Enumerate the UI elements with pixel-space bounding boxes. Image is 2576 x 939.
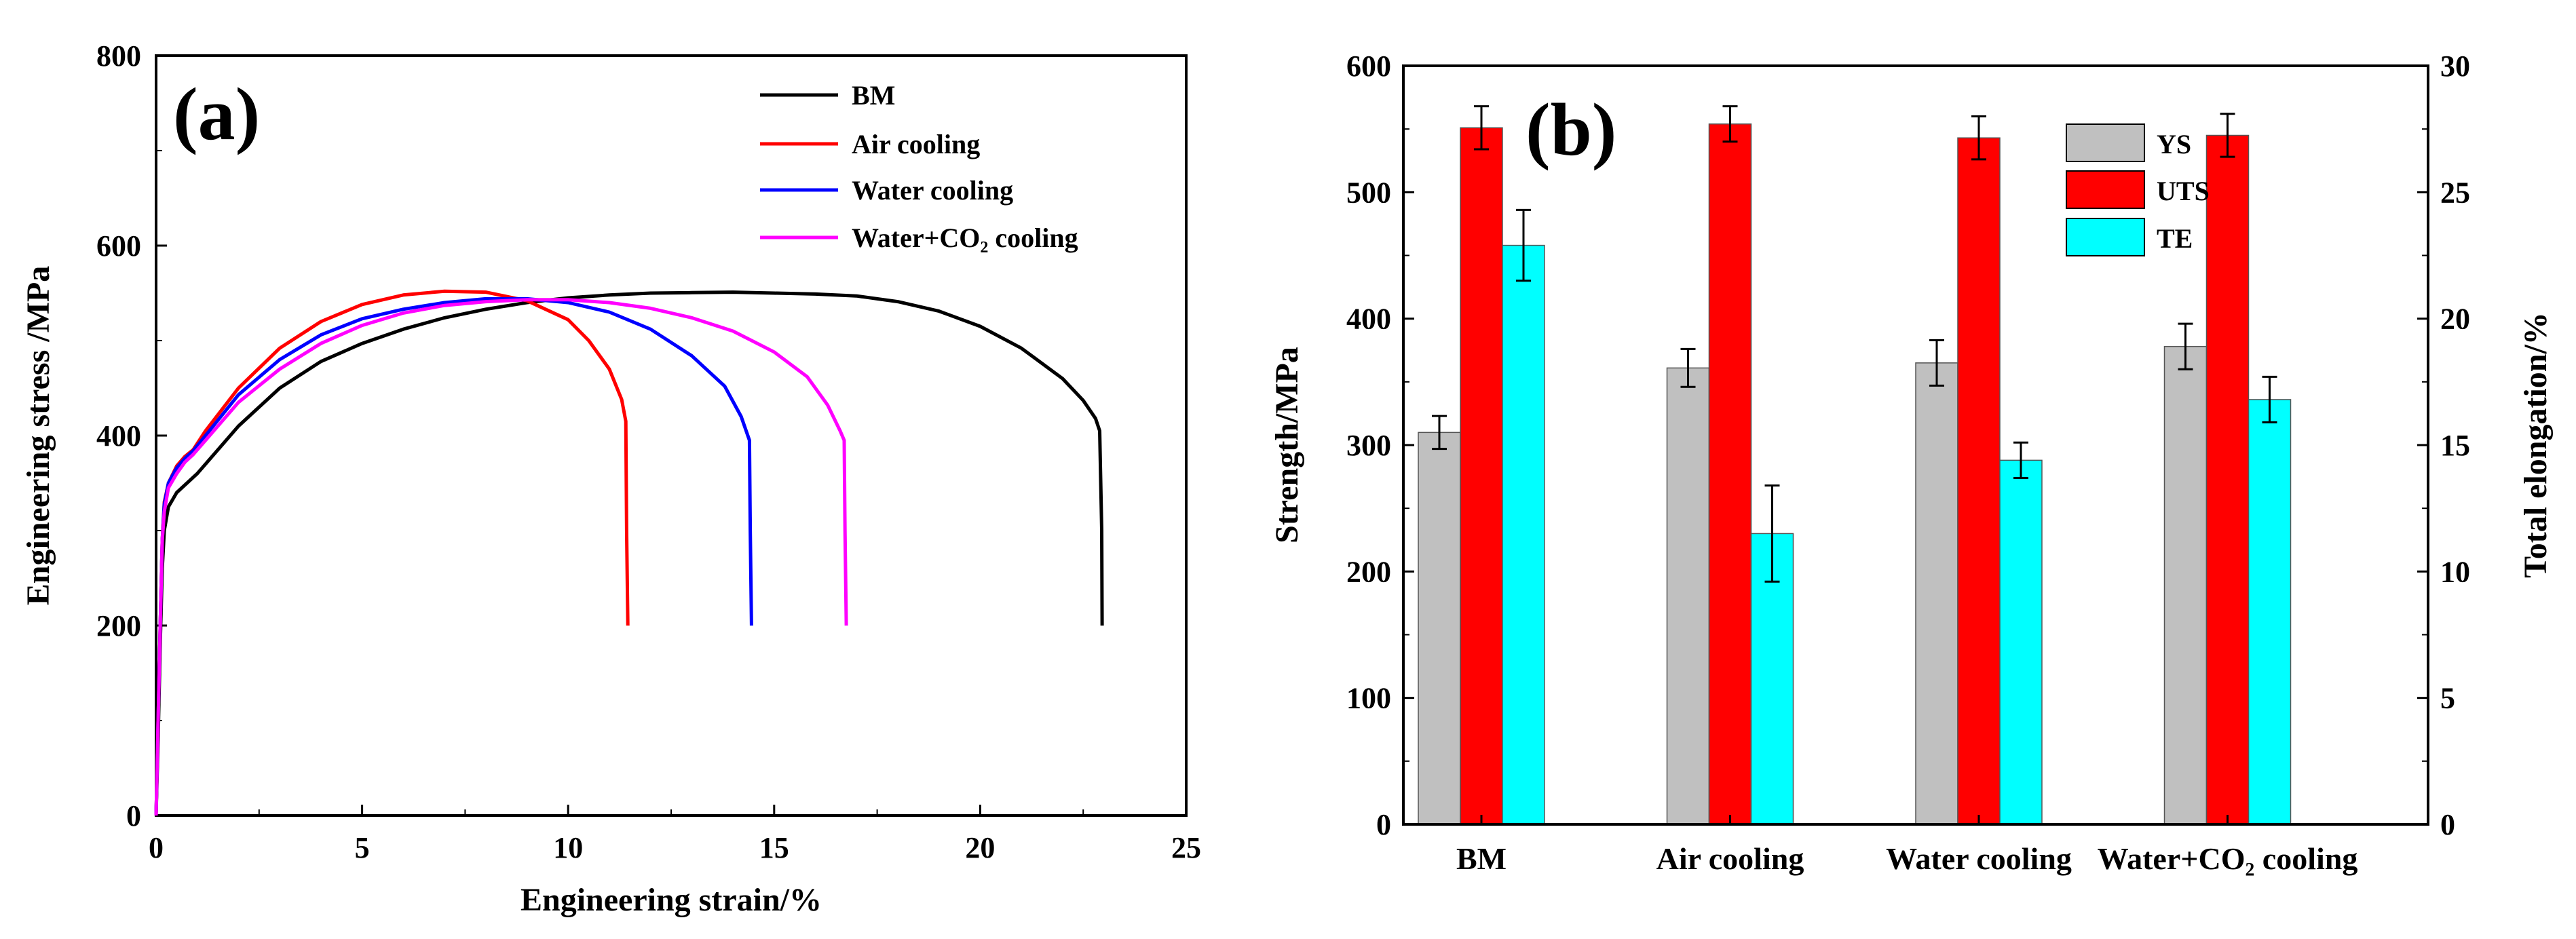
bar-uts-air-cooling	[1708, 123, 1752, 825]
series-line-air-cooling	[154, 289, 630, 816]
right-y-tick-label: 15	[2440, 429, 2470, 462]
category-label-water-cooling: Water cooling	[1886, 841, 2072, 876]
legend-swatch-te	[2066, 218, 2145, 256]
bar-te-bm	[1502, 244, 1545, 825]
panel-a-legend: BM Air cooling Water cooling Water+CO₂ c…	[760, 80, 1078, 253]
panel-b-left-y-axis-label: Strength/MPa	[1269, 347, 1305, 543]
right-y-tick-label: 25	[2440, 176, 2470, 209]
bar-uts-bm	[1460, 127, 1503, 825]
left-y-tick-label: 600	[1346, 50, 1391, 83]
panel-b-left-y-ticks: 0 100 200 300 400 500 600	[1346, 50, 1414, 841]
panel-b-right-y-axis-label: Total elongation/%	[2518, 312, 2554, 578]
y-tick-label: 600	[96, 229, 141, 263]
y-tick-label: 800	[96, 39, 141, 73]
panel-b-right-y-ticks: 0 5 10 15 20 25 30	[2417, 50, 2470, 841]
panel-a-label: (a)	[173, 73, 260, 155]
panel-a-line-chart: 0 5 10 15 20 25 0 200 400 600 800 (a) BM Air cool…	[20, 39, 1201, 918]
legend-label-water-cooling: Water cooling	[852, 175, 1013, 206]
panel-b-bars	[1418, 105, 2292, 825]
bar-ys-water-cooling	[1915, 362, 1958, 825]
y-tick-label: 400	[96, 419, 141, 453]
panel-a-y-axis-label: Engineering stress /MPa	[20, 266, 56, 605]
panel-a-y-ticks: 0 200 400 600 800	[96, 39, 167, 832]
x-tick-label: 15	[759, 831, 789, 864]
left-y-tick-label: 300	[1346, 429, 1391, 462]
bar-ys-air-cooling	[1666, 367, 1710, 825]
panel-b-legend: YS UTS TE	[2066, 123, 2210, 256]
legend-label-te: TE	[2157, 223, 2193, 254]
left-y-tick-label: 200	[1346, 555, 1391, 588]
right-y-tick-label: 0	[2440, 808, 2455, 841]
bar-te-water-co-cooling	[2248, 399, 2292, 825]
category-label-air-cooling: Air cooling	[1656, 841, 1804, 876]
legend-swatch-uts	[2066, 170, 2145, 209]
panel-a-x-axis-label: Engineering strain/%	[520, 882, 822, 918]
panel-a-x-ticks: 0 5 10 15 20 25	[149, 805, 1201, 864]
left-y-tick-label: 100	[1346, 682, 1391, 715]
series-line-water-co-cooling	[154, 298, 848, 816]
category-label-bm: BM	[1456, 841, 1507, 876]
left-y-tick-label: 500	[1346, 176, 1391, 209]
x-tick-label: 20	[965, 831, 995, 864]
legend-label-water-co2-cooling: Water+CO₂ cooling	[852, 223, 1078, 253]
y-tick-label: 0	[126, 799, 141, 832]
bar-uts-water-cooling	[1957, 137, 2001, 825]
x-tick-label: 10	[553, 831, 583, 864]
panel-a-series-lines	[154, 289, 1104, 816]
right-y-tick-label: 20	[2440, 303, 2470, 336]
legend-label-air-cooling: Air cooling	[852, 129, 980, 159]
series-line-water-cooling	[154, 296, 753, 816]
bar-ys-water-co-cooling	[2163, 345, 2208, 825]
right-y-tick-label: 5	[2440, 682, 2455, 715]
category-label-water-co-cooling: Water+CO₂ cooling	[2098, 841, 2358, 876]
panel-b-bar-chart: 0 100 200 300 400 500 600 0 5 10 15 20 25 30 BM Air c…	[1269, 50, 2554, 876]
right-y-tick-label: 10	[2440, 555, 2470, 588]
x-tick-label: 0	[149, 831, 164, 864]
x-tick-label: 5	[355, 831, 370, 864]
legend-label-ys: YS	[2157, 129, 2191, 159]
bar-te-water-cooling	[1999, 459, 2043, 825]
x-tick-label: 25	[1171, 831, 1201, 864]
panel-b-label: (b)	[1526, 88, 1616, 171]
legend-swatch-ys	[2066, 123, 2145, 162]
right-y-tick-label: 30	[2440, 50, 2470, 83]
series-line-bm	[154, 290, 1104, 816]
legend-label-bm: BM	[852, 80, 895, 111]
left-y-tick-label: 400	[1346, 303, 1391, 336]
left-y-tick-label: 0	[1376, 808, 1391, 841]
panel-a-plot-frame	[155, 54, 1188, 817]
bar-ys-bm	[1418, 432, 1461, 825]
legend-label-uts: UTS	[2157, 176, 2210, 206]
y-tick-label: 200	[96, 609, 141, 643]
bar-uts-water-co-cooling	[2205, 134, 2250, 825]
panel-b-category-ticks: BM Air cooling Water cooling Water+CO₂ cool…	[1456, 815, 2357, 876]
